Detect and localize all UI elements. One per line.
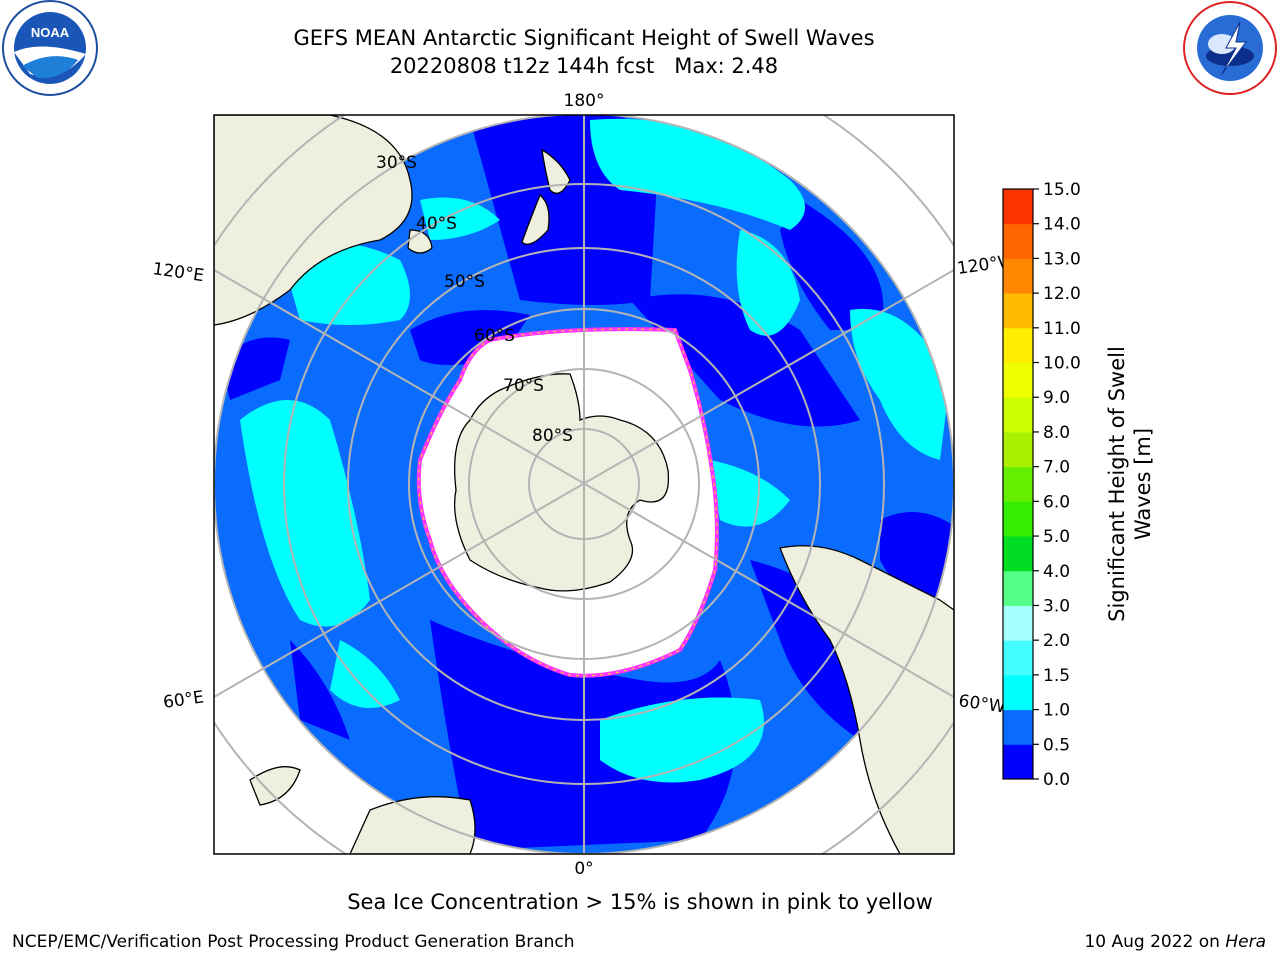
map-area xyxy=(214,115,954,854)
colorbar-tick-label: 0.5 xyxy=(1043,735,1070,755)
colorbar-label: Significant Height of SwellWaves [m] xyxy=(1105,346,1155,622)
lon-label-120e: 120°E xyxy=(151,259,205,286)
lat-label-30s: 30°S xyxy=(376,153,417,173)
colorbar-tick-label: 0.0 xyxy=(1043,770,1070,790)
colorbar-tick-label: 12.0 xyxy=(1043,284,1081,304)
australia-land xyxy=(214,115,413,326)
map-title: GEFS MEAN Antarctic Significant Height o… xyxy=(293,26,875,50)
colorbar-tick-label: 9.0 xyxy=(1043,388,1070,408)
new-zealand-land xyxy=(521,148,571,245)
footer-host: Hera xyxy=(1225,932,1266,952)
colorbar-segment xyxy=(1003,327,1033,364)
colorbar-segment xyxy=(1003,362,1033,398)
colorbar-segment xyxy=(1003,605,1033,641)
footer-date-text: 10 Aug 2022 on xyxy=(1084,932,1226,952)
colorbar: 0.0 0.5 1.0 1.5 2.0 3.0 4.0 5.0 6.0 7.0 8.0 9.0 10.0… xyxy=(1003,180,1081,790)
footer-date: 10 Aug 2022 on Hera xyxy=(1084,932,1266,952)
colorbar-frame xyxy=(1002,188,1034,780)
colorbar-tick-label: 1.5 xyxy=(1043,666,1070,686)
colorbar-tick-label: 14.0 xyxy=(1043,215,1081,235)
colorbar-tick-label: 10.0 xyxy=(1043,354,1081,374)
colorbar-segment xyxy=(1003,570,1033,606)
lat-label-40s: 40°S xyxy=(416,214,457,234)
map-subtitle: 20220808 t12z 144h fcst Max: 2.48 xyxy=(389,54,779,78)
colorbar-segment xyxy=(1003,293,1033,329)
colorbar-tick-label: 5.0 xyxy=(1043,527,1070,547)
colorbar-segment xyxy=(1003,536,1033,572)
lat-label-80s: 80°S xyxy=(532,426,573,446)
map-frame xyxy=(213,114,955,855)
nws-logo-icon xyxy=(1183,1,1277,95)
lat-label-60s: 60°S xyxy=(474,326,515,346)
colorbar-tick-label: 3.0 xyxy=(1043,596,1070,616)
colorbar-segment xyxy=(1003,223,1033,259)
colorbar-label-line2: Waves [m] xyxy=(1131,428,1155,540)
lat-label-50s: 50°S xyxy=(444,272,485,292)
colorbar-tick-label: 2.0 xyxy=(1043,631,1070,651)
colorbar-tick-label: 15.0 xyxy=(1043,180,1081,200)
colorbar-segment xyxy=(1003,258,1033,294)
colorbar-segment xyxy=(1003,674,1033,711)
noaa-logo-icon: NOAA xyxy=(2,0,98,96)
colorbar-segment xyxy=(1003,501,1033,537)
madagascar-land xyxy=(249,766,301,806)
colorbar-tick-label: 6.0 xyxy=(1043,492,1070,512)
colorbar-tick-label: 13.0 xyxy=(1043,249,1081,269)
colorbar-tick-label: 7.0 xyxy=(1043,458,1070,478)
lat-label-70s: 70°S xyxy=(503,376,544,396)
colorbar-segment xyxy=(1003,189,1033,225)
sea-ice-note: Sea Ice Concentration > 15% is shown in … xyxy=(347,890,933,914)
lon-label-60e: 60°E xyxy=(162,687,205,712)
colorbar-segment xyxy=(1003,431,1033,468)
colorbar-segment xyxy=(1003,744,1033,780)
lon-label-180: 180° xyxy=(564,91,605,111)
colorbar-label-line1: Significant Height of Swell xyxy=(1105,346,1129,622)
colorbar-segment xyxy=(1003,397,1033,433)
lon-label-0: 0° xyxy=(574,859,593,879)
colorbar-tick-label: 11.0 xyxy=(1043,319,1081,339)
antarctica-land xyxy=(453,373,670,592)
noaa-logo-text: NOAA xyxy=(31,25,70,40)
colorbar-segment xyxy=(1003,709,1033,745)
colorbar-tick-label: 1.0 xyxy=(1043,701,1070,721)
sea-ice-edge xyxy=(418,328,718,677)
colorbar-segment xyxy=(1003,640,1033,676)
colorbar-segment xyxy=(1003,466,1033,502)
africa-land xyxy=(349,796,476,854)
graticule xyxy=(214,115,954,854)
colorbar-tick-label: 4.0 xyxy=(1043,562,1070,582)
lon-label-60w: 60°W xyxy=(957,691,1006,717)
footer-credit: NCEP/EMC/Verification Post Processing Pr… xyxy=(12,932,575,952)
colorbar-tick-label: 8.0 xyxy=(1043,423,1070,443)
